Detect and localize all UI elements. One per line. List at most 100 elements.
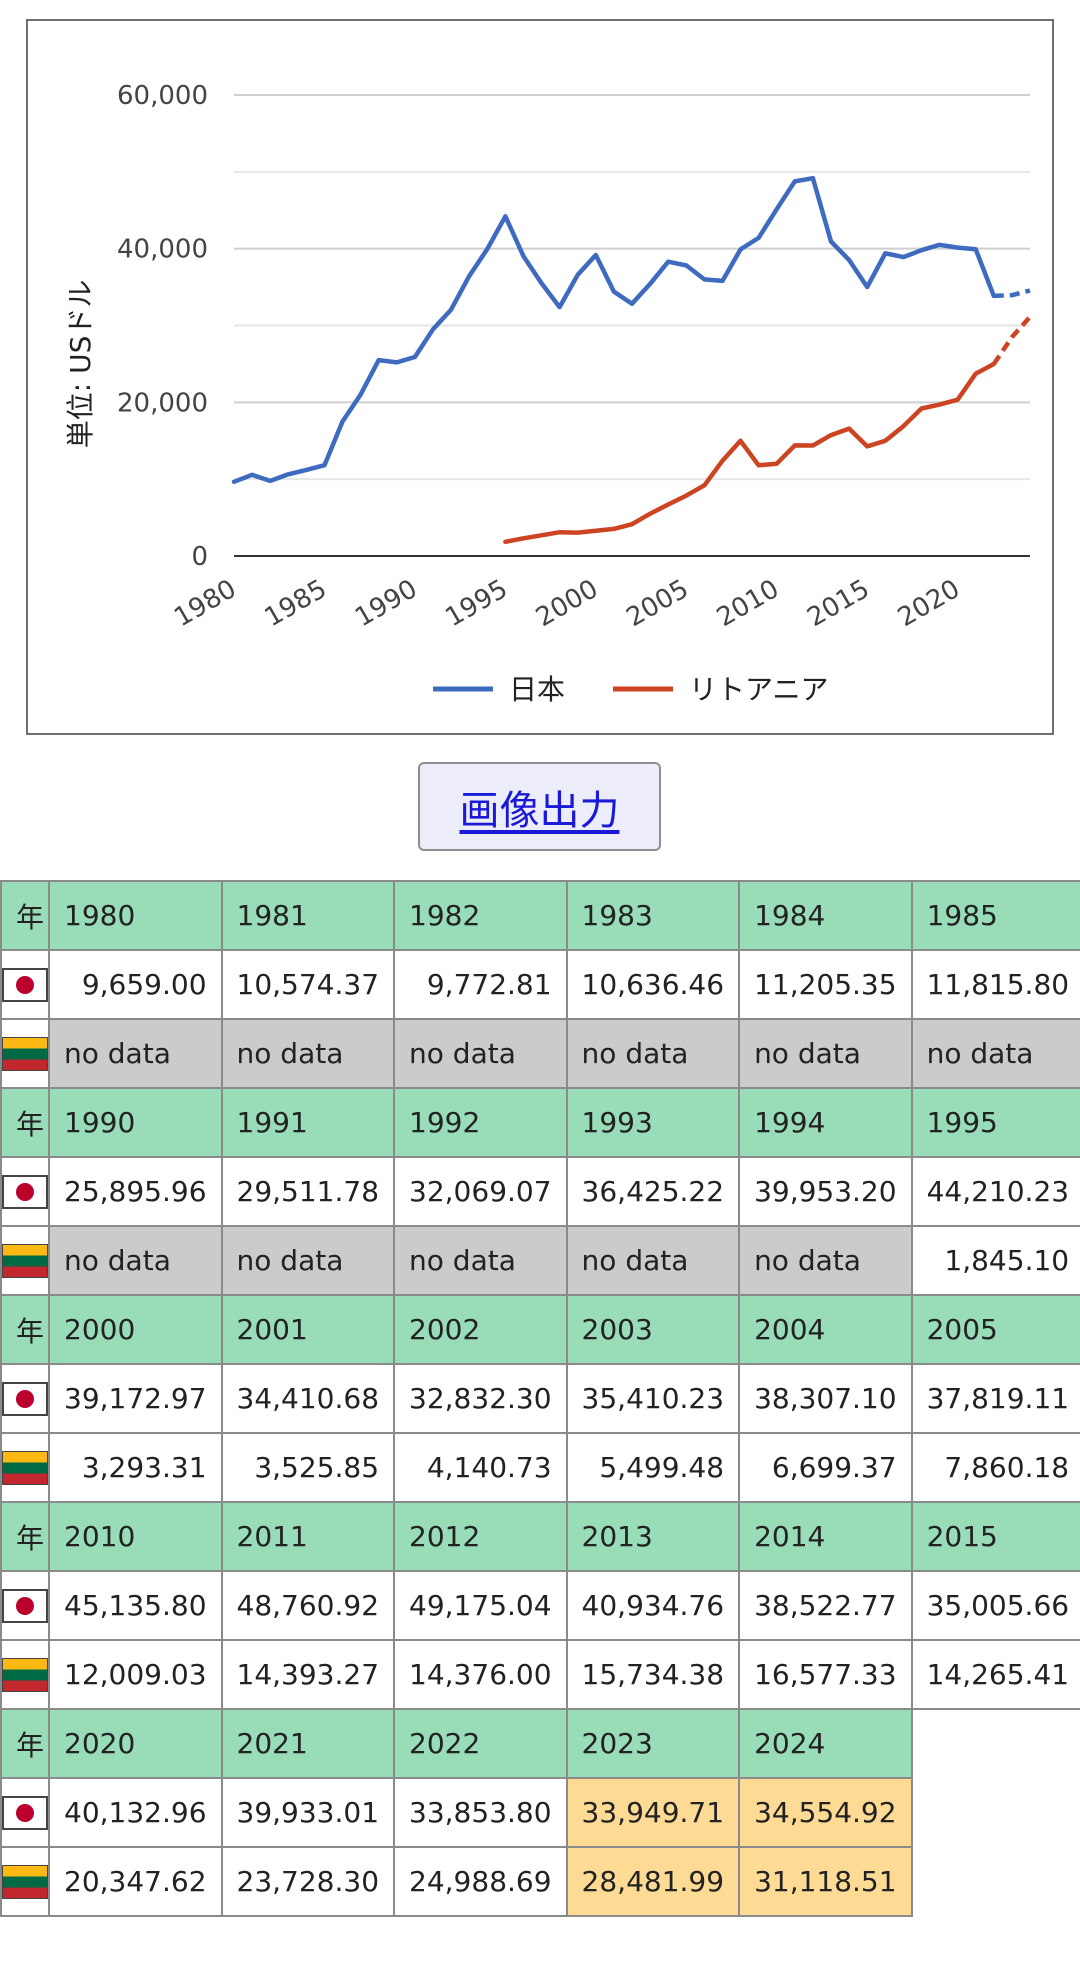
value-cell: 48,760.92 — [220, 1570, 396, 1641]
japan-flag-icon — [3, 1382, 47, 1416]
value-cell: 28,481.99 — [565, 1846, 741, 1917]
value-cell: 10,636.46 — [565, 949, 741, 1020]
year-row: 年 1980 1981 1982 1983 1984 1985 — [0, 880, 1080, 951]
empty-cell — [911, 1778, 1080, 1847]
value-cell: 14,376.00 — [393, 1639, 568, 1710]
value-cell: 9,659.00 — [48, 949, 223, 1020]
value-cell: no data — [393, 1225, 568, 1296]
value-cell: 1,845.10 — [910, 1225, 1080, 1296]
year-row: 年 1990 1991 1992 1993 1994 1995 — [0, 1087, 1080, 1158]
value-cell: 16,577.33 — [738, 1639, 913, 1710]
year-cell: 2000 — [48, 1294, 223, 1365]
year-cell: 2002 — [393, 1294, 568, 1365]
lithuania-flag-cell — [0, 1846, 50, 1917]
year-cell: 2021 — [220, 1708, 396, 1779]
y-tick-label: 20,000 — [117, 388, 208, 418]
year-header-cell: 年 — [0, 1501, 50, 1572]
series-line-1 — [503, 361, 997, 545]
year-cell: 2024 — [738, 1708, 913, 1779]
value-cell: 40,132.96 — [48, 1777, 223, 1848]
year-cell: 2003 — [565, 1294, 741, 1365]
value-cell: no data — [220, 1018, 396, 1089]
japan-flag-icon — [3, 968, 47, 1002]
japan-row: 45,135.80 48,760.92 49,175.04 40,934.76 38,5… — [0, 1570, 1080, 1641]
lithuania-flag-icon — [3, 1037, 47, 1071]
japan-row: 9,659.00 10,574.37 9,772.81 10,636.46 11,205… — [0, 949, 1080, 1020]
year-row: 年 2010 2011 2012 2013 2014 2015 — [0, 1501, 1080, 1572]
value-cell: 45,135.80 — [48, 1570, 223, 1641]
x-tick-label: 2015 — [802, 574, 874, 633]
legend-label: リトアニア — [689, 673, 828, 706]
year-cell: 2004 — [738, 1294, 913, 1365]
value-cell: 11,815.80 — [910, 949, 1080, 1020]
value-cell: 23,728.30 — [220, 1846, 396, 1917]
value-cell: no data — [738, 1018, 913, 1089]
value-cell: 15,734.38 — [565, 1639, 741, 1710]
value-cell: no data — [48, 1018, 223, 1089]
year-cell: 1984 — [738, 880, 913, 951]
lithuania-flag-icon — [3, 1658, 47, 1692]
series-line-0 — [231, 175, 997, 485]
japan-row: 39,172.97 34,410.68 32,832.30 35,410.23 38,3… — [0, 1363, 1080, 1434]
year-cell: 2023 — [565, 1708, 741, 1779]
line-chart: 0 20,000 40,000 60,000 単位: USドル 1980 1985 1990 1… — [64, 81, 1032, 706]
japan-flag-icon — [3, 1175, 47, 1209]
data-table: 年 1980 1981 1982 1983 1984 1985 9,659.00 10,574.… — [0, 880, 1080, 1917]
japan-flag-icon — [3, 1796, 47, 1830]
series-estimate-line-1 — [991, 315, 1032, 366]
value-cell: 29,511.78 — [220, 1156, 396, 1227]
year-cell: 2020 — [48, 1708, 223, 1779]
value-cell: 36,425.22 — [565, 1156, 741, 1227]
value-cell: 32,069.07 — [393, 1156, 568, 1227]
lithuania-flag-cell — [0, 1639, 50, 1710]
value-cell: 9,772.81 — [393, 949, 568, 1020]
export-image-button[interactable]: 画像出力 — [418, 762, 661, 851]
lithuania-row: 20,347.62 23,728.30 24,988.69 28,481.99 31,1… — [0, 1846, 1080, 1917]
y-tick-label: 60,000 — [117, 81, 208, 111]
year-cell: 1981 — [220, 880, 396, 951]
value-cell: 11,205.35 — [738, 949, 913, 1020]
value-cell: 3,525.85 — [220, 1432, 396, 1503]
japan-flag-icon — [3, 1589, 47, 1623]
value-cell: 34,554.92 — [738, 1777, 913, 1848]
export-image-label[interactable]: 画像出力 — [459, 787, 620, 834]
value-cell: 14,265.41 — [910, 1639, 1080, 1710]
y-tick-label: 40,000 — [117, 235, 208, 265]
japan-row: 40,132.96 39,933.01 33,853.80 33,949.71 34,5… — [0, 1777, 1080, 1848]
value-cell: no data — [738, 1225, 913, 1296]
lithuania-flag-icon — [3, 1451, 47, 1485]
year-header-cell: 年 — [0, 1708, 50, 1779]
year-row: 年 2000 2001 2002 2003 2004 2005 — [0, 1294, 1080, 1365]
value-cell: 35,410.23 — [565, 1363, 741, 1434]
year-header-cell: 年 — [0, 880, 50, 951]
y-axis-label: 単位: USドル — [64, 280, 97, 449]
legend-label: 日本 — [509, 673, 565, 706]
x-tick-label: 2000 — [531, 574, 603, 633]
japan-flag-cell — [0, 1570, 50, 1641]
data-table-container: 年 1980 1981 1982 1983 1984 1985 9,659.00 10,574.… — [0, 880, 1080, 1964]
value-cell: no data — [48, 1225, 223, 1296]
year-cell: 2005 — [910, 1294, 1080, 1365]
chart-panel: 0 20,000 40,000 60,000 単位: USドル 1980 1985 1990 1… — [26, 19, 1054, 735]
empty-cell — [911, 1709, 1080, 1778]
value-cell: 10,574.37 — [220, 949, 396, 1020]
year-cell: 1983 — [565, 880, 741, 951]
year-cell: 2010 — [48, 1501, 223, 1572]
year-cell: 1985 — [910, 880, 1080, 951]
value-cell: 6,699.37 — [738, 1432, 913, 1503]
year-row: 年 2020 2021 2022 2023 2024 — [0, 1708, 1080, 1779]
value-cell: 38,522.77 — [738, 1570, 913, 1641]
x-tick-label: 1985 — [260, 574, 332, 633]
value-cell: 39,172.97 — [48, 1363, 223, 1434]
series-estimate-line-0 — [993, 288, 1031, 299]
x-tick-label: 2005 — [621, 574, 693, 633]
year-cell: 1992 — [393, 1087, 568, 1158]
lithuania-flag-cell — [0, 1225, 50, 1296]
value-cell: 39,933.01 — [220, 1777, 396, 1848]
value-cell: 37,819.11 — [910, 1363, 1080, 1434]
year-cell: 1980 — [48, 880, 223, 951]
value-cell: 44,210.23 — [910, 1156, 1080, 1227]
value-cell: 35,005.66 — [910, 1570, 1080, 1641]
value-cell: 34,410.68 — [220, 1363, 396, 1434]
year-cell: 2011 — [220, 1501, 396, 1572]
